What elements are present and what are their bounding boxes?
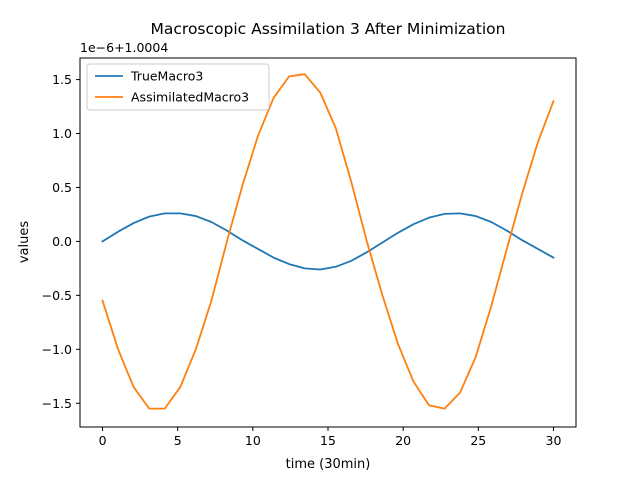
- y-tick-label: 0.5: [52, 180, 72, 195]
- legend-label-1: TrueMacro3: [130, 69, 203, 84]
- x-tick-label: 0: [99, 433, 107, 448]
- series-line-1: [101, 212, 555, 271]
- x-tick-label: 25: [470, 433, 486, 448]
- y-tick-label: −1.0: [42, 342, 72, 357]
- y-axis: −1.5 −1.0 −0.5 0.0 0.5 1.0 1.5: [42, 72, 80, 411]
- series-line-2: [101, 73, 555, 410]
- x-tick-label: 10: [245, 433, 261, 448]
- y-tick-label: 0.0: [52, 234, 72, 249]
- legend-label-2: AssimilatedMacro3: [131, 90, 249, 105]
- y-tick-label: 1.0: [52, 126, 72, 141]
- x-tick-label: 30: [546, 433, 562, 448]
- legend-box: [86, 63, 270, 111]
- x-tick-label: 15: [320, 433, 336, 448]
- y-axis-offset-text: 1e−6+1.0004: [80, 40, 168, 55]
- y-tick-label: −1.5: [42, 396, 72, 411]
- legend: TrueMacro3 AssimilatedMacro3: [86, 63, 270, 111]
- y-tick-label: −0.5: [42, 288, 72, 303]
- x-tick-label: 20: [395, 433, 411, 448]
- y-tick-label: 1.5: [52, 72, 72, 87]
- x-axis-label: time (30min): [286, 457, 371, 472]
- x-axis: 0 5 10 15 20 25 30: [99, 427, 562, 448]
- chart-title: Macroscopic Assimilation 3 After Minimiz…: [151, 20, 506, 38]
- x-tick-label: 5: [174, 433, 182, 448]
- plot-area: [101, 73, 555, 410]
- y-axis-label: values: [17, 221, 32, 264]
